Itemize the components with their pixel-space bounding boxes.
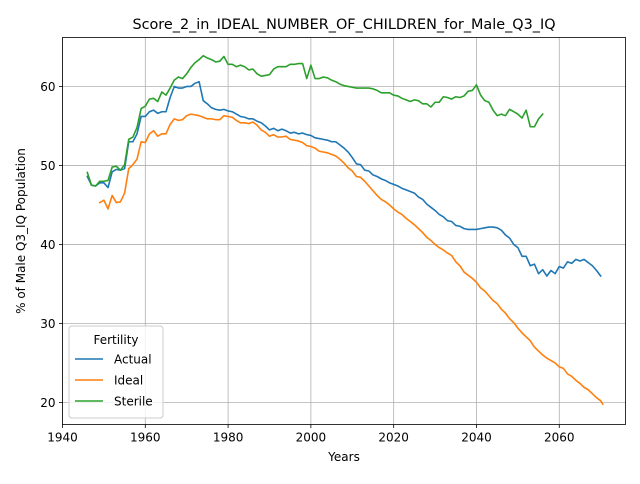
x-tick-label: 2060 <box>544 431 575 445</box>
legend: Fertility Actual Ideal Sterile <box>68 325 164 419</box>
series-line-actual <box>86 80 602 278</box>
y-tick-label: 20 <box>40 396 55 410</box>
legend-label-actual: Actual <box>114 353 152 367</box>
axis-ticks: 1940 1960 1980 2000 2020 2040 2060 20 30 40 50 60 <box>40 80 574 445</box>
series-line-ideal <box>98 113 604 406</box>
y-tick-label: 40 <box>40 238 55 252</box>
x-axis-label: Years <box>327 450 360 464</box>
y-axis-label: % of Male Q3_IQ Population <box>14 148 28 314</box>
x-tick-label: 1980 <box>213 431 244 445</box>
plot-frame <box>62 37 626 425</box>
x-tick-label: 2000 <box>296 431 327 445</box>
x-tick-label: 2040 <box>461 431 492 445</box>
legend-label-ideal: Ideal <box>114 374 143 388</box>
legend-label-sterile: Sterile <box>114 395 153 409</box>
y-tick-label: 60 <box>40 80 55 94</box>
series-line-sterile <box>86 54 544 187</box>
x-tick-label: 2020 <box>378 431 409 445</box>
legend-box <box>68 325 164 419</box>
x-tick-label: 1960 <box>130 431 161 445</box>
series-layer <box>86 54 604 406</box>
legend-title: Fertility <box>93 333 138 347</box>
y-tick-label: 30 <box>40 317 55 331</box>
y-tick-label: 50 <box>40 159 55 173</box>
chart-title: Score_2_in_IDEAL_NUMBER_OF_CHILDREN_for_… <box>132 17 555 33</box>
x-tick-label: 1940 <box>47 431 78 445</box>
